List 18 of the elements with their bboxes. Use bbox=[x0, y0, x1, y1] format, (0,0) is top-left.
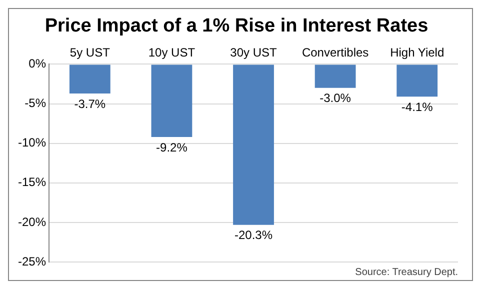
data-label: -9.2% bbox=[156, 140, 188, 154]
source-note: Source: Treasury Dept. bbox=[355, 266, 458, 278]
y-tick-label: -20% bbox=[18, 214, 46, 229]
x-tick-label: 10y UST bbox=[148, 45, 196, 60]
y-tick-label: 0% bbox=[28, 56, 46, 71]
chart-title: Price Impact of a 1% Rise in Interest Rates bbox=[44, 16, 428, 37]
data-label: -3.7% bbox=[74, 96, 106, 111]
y-tick-label: -10% bbox=[18, 136, 46, 150]
x-tick-label: 5y UST bbox=[70, 45, 111, 60]
data-label: -3.0% bbox=[320, 91, 352, 106]
x-tick-label: Convertibles bbox=[302, 45, 369, 60]
y-tick-label: -15% bbox=[18, 175, 46, 190]
data-label: -4.1% bbox=[401, 100, 434, 114]
y-tick-label: -25% bbox=[18, 254, 46, 268]
y-tick-label: -5% bbox=[24, 96, 46, 110]
x-tick-label: 30y UST bbox=[230, 45, 278, 60]
data-label: -20.3% bbox=[234, 228, 273, 242]
x-tick-label: High Yield bbox=[390, 45, 444, 60]
